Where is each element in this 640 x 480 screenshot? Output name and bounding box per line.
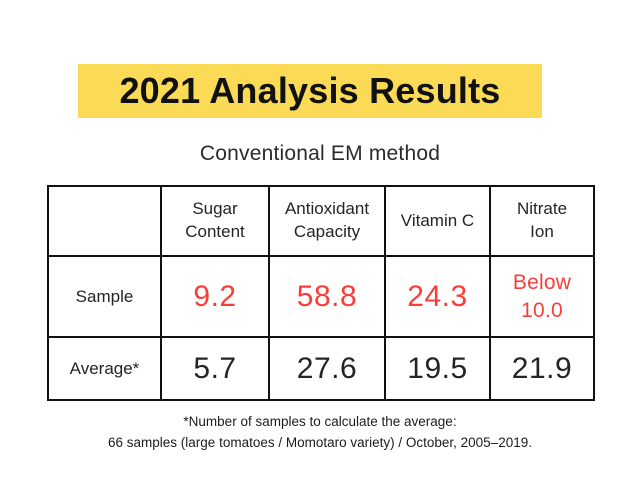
slide-title: 2021 Analysis Results (119, 70, 501, 111)
col-header-antioxidant-capacity: Antioxidant Capacity (268, 185, 386, 257)
row-label-average: Average* (47, 336, 162, 401)
table-header-row: Sugar Content Antioxidant Capacity Vitam… (47, 185, 595, 257)
slide-subtitle: Conventional EM method (199, 142, 441, 165)
results-table: Sugar Content Antioxidant Capacity Vitam… (47, 185, 595, 401)
sample-nitrate-ion-value: Below 10.0 (489, 255, 595, 338)
table-row-sample: Sample 9.2 58.8 24.3 Below 10.0 (47, 255, 595, 338)
sample-vitamin-c-value: 24.3 (384, 255, 491, 338)
corner-cell (47, 185, 162, 257)
col-header-sugar-content: Sugar Content (160, 185, 270, 257)
col-header-vitamin-c: Vitamin C (384, 185, 491, 257)
sample-antioxidant-capacity-value: 58.8 (268, 255, 386, 338)
footnote-line-2: 66 samples (large tomatoes / Momotaro va… (108, 434, 532, 450)
col-header-nitrate-ion: Nitrate Ion (489, 185, 595, 257)
average-antioxidant-capacity-value: 27.6 (268, 336, 386, 401)
footnote: *Number of samples to calculate the aver… (0, 412, 640, 454)
table-row-average: Average* 5.7 27.6 19.5 21.9 (47, 336, 595, 401)
average-sugar-content-value: 5.7 (160, 336, 270, 401)
footnote-line-1: *Number of samples to calculate the aver… (183, 414, 457, 429)
sample-sugar-content-value: 9.2 (160, 255, 270, 338)
average-vitamin-c-value: 19.5 (384, 336, 491, 401)
title-banner: 2021 Analysis Results (78, 64, 542, 118)
row-label-sample: Sample (47, 255, 162, 338)
average-nitrate-ion-value: 21.9 (489, 336, 595, 401)
